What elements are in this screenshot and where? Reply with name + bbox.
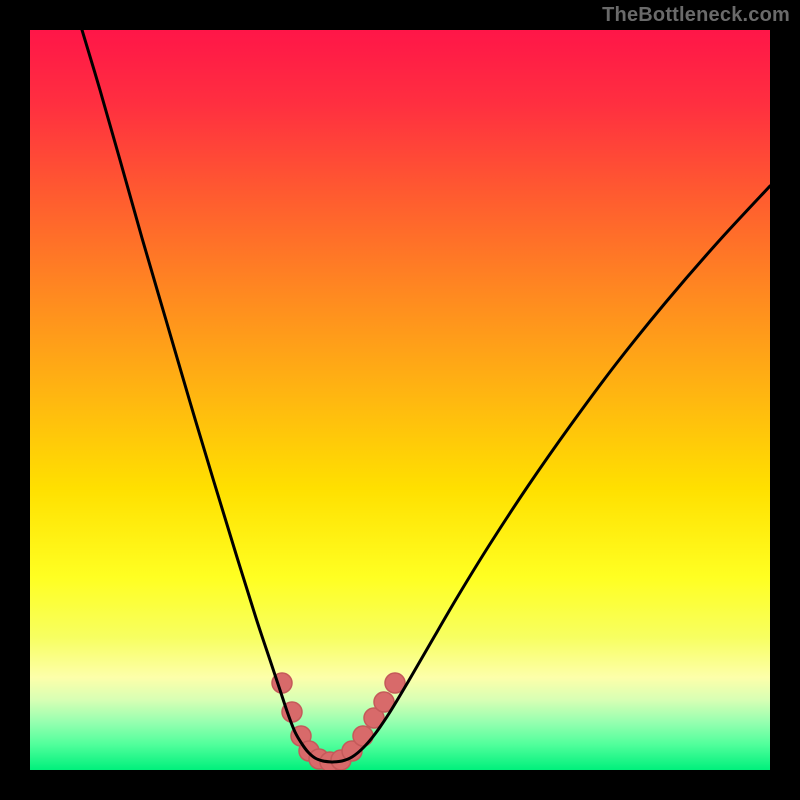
- plot-area: [30, 30, 770, 770]
- data-marker: [353, 726, 373, 746]
- attribution-text: TheBottleneck.com: [602, 4, 790, 27]
- heatmap-background: [30, 30, 770, 770]
- bottleneck-chart-svg: [30, 30, 770, 770]
- outer-frame: TheBottleneck.com: [0, 0, 800, 800]
